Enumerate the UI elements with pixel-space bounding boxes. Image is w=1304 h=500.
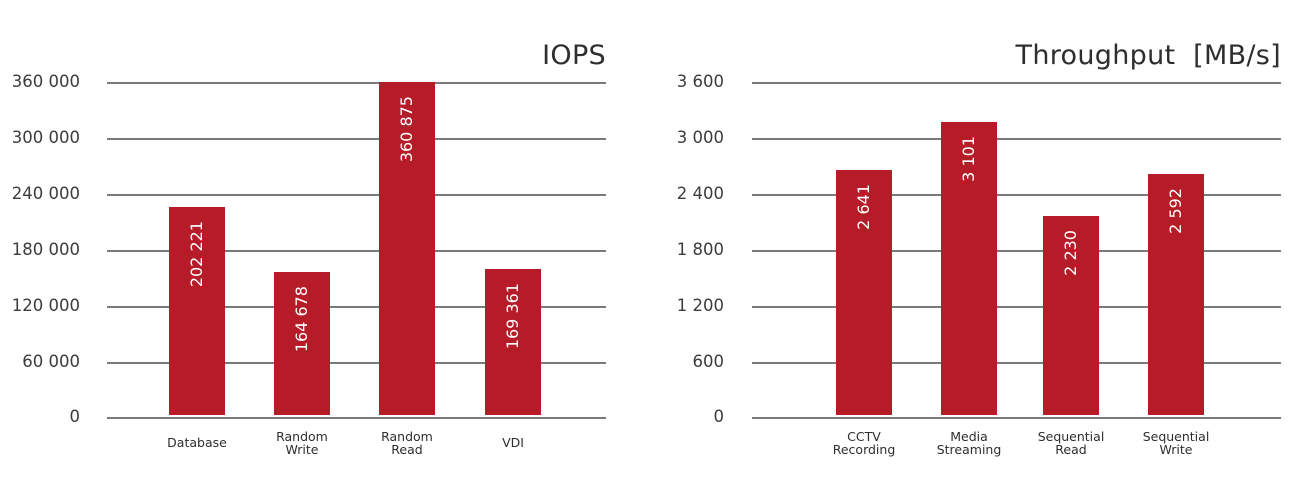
x-category-label: Sequential Write <box>1142 429 1210 457</box>
gridline <box>752 82 1281 84</box>
y-tick: 3 600 <box>676 72 724 91</box>
y-tick: 120 000 <box>11 296 80 315</box>
bar-value-label: 2 592 <box>1166 188 1185 234</box>
bar-value-label: 3 101 <box>959 136 978 182</box>
bar-database: 202 221 <box>169 207 225 415</box>
chart-title: IOPS <box>542 40 606 71</box>
bar-value-label: 360 875 <box>397 96 416 163</box>
x-axis-baseline <box>752 417 1281 419</box>
y-tick: 3 000 <box>676 128 724 147</box>
gridline <box>752 250 1281 252</box>
gridline <box>107 250 606 252</box>
bar-sequential-read: 2 230 <box>1043 216 1099 415</box>
y-tick: 2 400 <box>676 184 724 203</box>
bar-random-read: 360 875 <box>379 82 435 415</box>
y-tick: 180 000 <box>11 240 80 259</box>
gridline <box>752 306 1281 308</box>
bar-media-streaming: 3 101 <box>941 122 997 415</box>
bar-vdi: 169 361 <box>485 269 541 415</box>
x-category-label: Database <box>167 435 227 450</box>
bar-random-write: 164 678 <box>274 272 330 415</box>
bar-value-label: 169 361 <box>503 283 522 350</box>
throughput-chart: Throughput [MB/s] 3 600 3 000 2 400 1 80… <box>652 0 1304 500</box>
iops-chart: IOPS 360 000 300 000 240 000 180 000 120… <box>0 0 640 500</box>
y-tick: 60 000 <box>22 352 80 371</box>
x-category-label: CCTV Recording <box>832 429 896 457</box>
y-tick: 240 000 <box>11 184 80 203</box>
y-tick: 0 <box>713 407 725 426</box>
gridline <box>752 362 1281 364</box>
gridline <box>107 362 606 364</box>
gridline <box>107 306 606 308</box>
bar-value-label: 202 221 <box>187 221 206 288</box>
gridline <box>107 82 606 84</box>
bar-sequential-write: 2 592 <box>1148 174 1204 415</box>
x-category-label: Media Streaming <box>936 429 1002 457</box>
bar-value-label: 164 678 <box>292 286 311 353</box>
gridline <box>752 194 1281 196</box>
y-tick: 360 000 <box>11 72 80 91</box>
gridline <box>107 194 606 196</box>
gridline <box>107 138 606 140</box>
x-category-label: Random Write <box>276 429 328 457</box>
x-category-label: VDI <box>502 435 524 450</box>
y-tick: 1 800 <box>676 240 724 259</box>
y-tick: 0 <box>69 407 81 426</box>
bar-cctv-recording: 2 641 <box>836 170 892 415</box>
bar-value-label: 2 230 <box>1061 230 1080 276</box>
bar-value-label: 2 641 <box>854 184 873 230</box>
x-category-label: Sequential Read <box>1037 429 1105 457</box>
y-tick: 300 000 <box>11 128 80 147</box>
y-tick: 600 <box>692 352 725 371</box>
chart-title: Throughput [MB/s] <box>1015 40 1281 71</box>
x-axis-baseline <box>107 417 606 419</box>
y-tick: 1 200 <box>676 296 724 315</box>
gridline <box>752 138 1281 140</box>
x-category-label: Random Read <box>381 429 433 457</box>
